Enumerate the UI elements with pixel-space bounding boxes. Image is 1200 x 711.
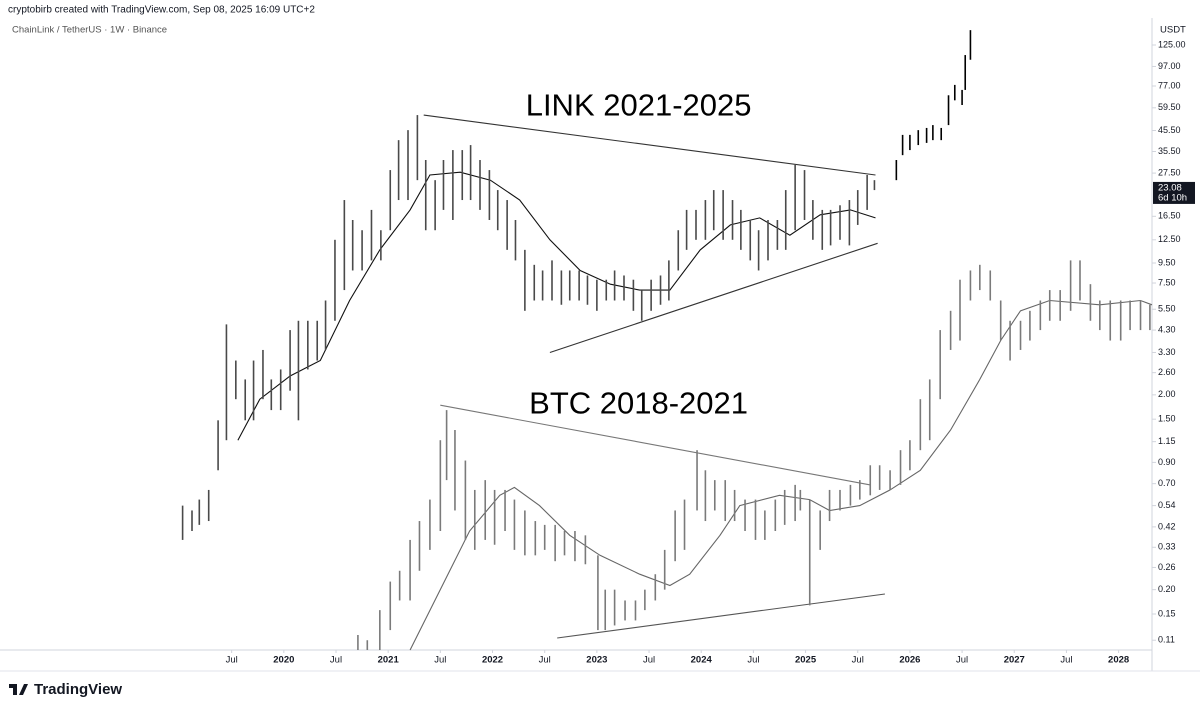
line bbox=[237, 171, 876, 441]
y-tick-label: 0.26 bbox=[1158, 562, 1176, 572]
logo-icon bbox=[9, 684, 28, 695]
line bbox=[549, 242, 878, 354]
y-tick-label: 12.50 bbox=[1158, 234, 1181, 244]
bar-series bbox=[357, 260, 1151, 650]
y-tick-label: 0.20 bbox=[1158, 584, 1176, 594]
y-tick-label: 35.50 bbox=[1158, 146, 1181, 156]
y-tick-label: 3.30 bbox=[1158, 347, 1176, 357]
x-tick-label: 2021 bbox=[378, 655, 400, 666]
y-tick-label: 77.00 bbox=[1158, 80, 1181, 90]
y-tick-label: 9.50 bbox=[1158, 257, 1176, 267]
line bbox=[409, 299, 1153, 651]
x-tick-label: Jul bbox=[226, 655, 238, 666]
y-tick-label: 0.11 bbox=[1158, 635, 1175, 645]
x-tick-label: 2023 bbox=[586, 655, 607, 666]
y-tick-label: 1.15 bbox=[1158, 436, 1176, 446]
y-tick-label: 0.90 bbox=[1158, 457, 1176, 467]
line bbox=[423, 114, 876, 176]
y-tick-label: 27.50 bbox=[1158, 167, 1181, 177]
y-tick-label: 0.33 bbox=[1158, 542, 1176, 552]
currency: USDT bbox=[1160, 25, 1186, 36]
y-tick-label: 0.42 bbox=[1158, 521, 1176, 531]
plot-area bbox=[181, 30, 1153, 651]
countdown-label: 6d 10h bbox=[1158, 192, 1187, 203]
y-tick-label: 59.50 bbox=[1158, 102, 1181, 112]
y-tick-label: 0.70 bbox=[1158, 478, 1176, 488]
x-tick-label: Jul bbox=[330, 655, 342, 666]
x-tick-label: 2025 bbox=[795, 655, 817, 666]
line bbox=[557, 593, 885, 639]
symbol: ChainLink / TetherUS · 1W · Binance bbox=[12, 25, 167, 36]
x-tick-label: 2027 bbox=[1004, 655, 1025, 666]
y-tick-label: 45.50 bbox=[1158, 125, 1181, 135]
x-tick-label: 2028 bbox=[1108, 655, 1129, 666]
tradingview-logo: TradingView bbox=[9, 681, 122, 698]
x-tick-label: Jul bbox=[434, 655, 446, 666]
bar-series bbox=[181, 115, 876, 540]
x-tick-label: 2022 bbox=[482, 655, 503, 666]
y-tick-label: 97.00 bbox=[1158, 61, 1181, 71]
y-tick-label: 125.00 bbox=[1158, 39, 1186, 49]
x-tick-label: Jul bbox=[539, 655, 551, 666]
x-tick-label: 2026 bbox=[899, 655, 920, 666]
bar-series bbox=[895, 30, 972, 181]
brand: TradingView bbox=[34, 681, 122, 698]
x-tick-label: Jul bbox=[956, 655, 968, 666]
y-tick-label: 1.50 bbox=[1158, 414, 1176, 424]
x-tick-label: Jul bbox=[1060, 655, 1072, 666]
annotation: LINK 2021-2025 bbox=[526, 87, 752, 122]
y-tick-label: 7.50 bbox=[1158, 277, 1176, 287]
credit: cryptobirb created with TradingView.com,… bbox=[8, 5, 315, 16]
x-tick-label: Jul bbox=[643, 655, 655, 666]
last-price-label: 23.08 bbox=[1158, 182, 1182, 193]
line bbox=[440, 404, 871, 486]
annotation: BTC 2018-2021 bbox=[529, 385, 748, 420]
y-tick-label: 2.00 bbox=[1158, 389, 1176, 399]
x-tick-label: Jul bbox=[747, 655, 759, 666]
x-tick-label: Jul bbox=[852, 655, 864, 666]
y-tick-label: 2.60 bbox=[1158, 367, 1176, 377]
x-tick-label: 2024 bbox=[691, 655, 713, 666]
last-price-box bbox=[1153, 181, 1195, 204]
y-tick-label: 0.15 bbox=[1158, 608, 1176, 618]
x-tick-label: 2020 bbox=[273, 655, 294, 666]
y-tick-label: 5.50 bbox=[1158, 304, 1176, 314]
y-tick-label: 4.30 bbox=[1158, 324, 1176, 334]
y-tick-label: 16.50 bbox=[1158, 211, 1181, 221]
y-tick-label: 0.54 bbox=[1158, 500, 1176, 510]
